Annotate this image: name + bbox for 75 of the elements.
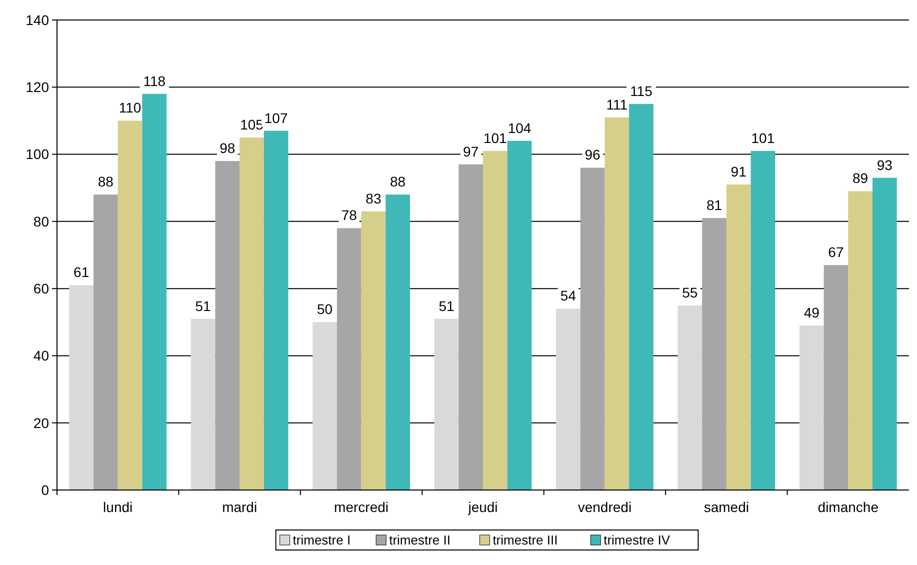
- bar: [312, 322, 337, 490]
- bar: [848, 191, 872, 490]
- data-label: 105: [240, 116, 264, 132]
- data-label: 54: [560, 288, 576, 304]
- bar: [386, 194, 410, 490]
- bar: [580, 168, 605, 490]
- bar: [507, 140, 532, 490]
- data-label: 93: [876, 156, 893, 173]
- data-label: 111: [606, 96, 628, 112]
- y-tick-label: 60: [33, 280, 50, 296]
- bar: [240, 138, 264, 490]
- x-tick-label: jeudi: [467, 499, 498, 515]
- data-label: 101: [751, 130, 775, 146]
- x-tick-label: lundi: [103, 499, 133, 515]
- data-label: 61: [74, 264, 90, 280]
- legend-label: trimestre II: [389, 532, 451, 548]
- bar: [678, 305, 702, 490]
- data-label: 101: [483, 130, 508, 146]
- x-tick-label: samedi: [704, 499, 749, 515]
- y-tick-label: 0: [41, 482, 50, 498]
- bar: [604, 117, 630, 490]
- y-tick-label: 140: [26, 12, 50, 28]
- data-label: 98: [220, 140, 236, 156]
- bar: [872, 178, 897, 490]
- x-tick-label: mercredi: [334, 499, 389, 515]
- data-label: 96: [584, 146, 601, 163]
- bar: [94, 194, 118, 490]
- data-label: 49: [804, 304, 820, 320]
- bar: [434, 318, 459, 490]
- bar: [264, 130, 288, 490]
- x-tick-label: mardi: [222, 499, 258, 515]
- data-label: 55: [682, 284, 698, 300]
- bar: [118, 120, 142, 490]
- bar: [483, 150, 508, 490]
- bar: [726, 184, 751, 490]
- data-label: 51: [438, 298, 454, 314]
- data-label: 67: [828, 244, 844, 260]
- data-label: 81: [706, 197, 722, 214]
- data-label: 110: [118, 100, 142, 116]
- data-label: 50: [316, 301, 333, 318]
- data-label: 89: [852, 170, 868, 186]
- data-label: 115: [630, 82, 653, 99]
- bar: [215, 161, 240, 490]
- bar: [361, 211, 386, 490]
- bar: [629, 104, 654, 490]
- data-label: 51: [195, 298, 212, 314]
- y-tick-label: 100: [26, 146, 50, 162]
- bar: [336, 228, 362, 490]
- bar: [799, 326, 824, 490]
- data-label: 88: [390, 174, 406, 190]
- legend-label: trimestre I: [292, 532, 351, 548]
- legend-label: trimestre IV: [604, 532, 670, 548]
- data-label: 83: [366, 190, 382, 206]
- bar: [458, 164, 483, 490]
- bar: [190, 318, 216, 490]
- bar: [750, 150, 776, 490]
- bar: [702, 218, 726, 490]
- bar: [142, 94, 167, 490]
- y-tick-label: 20: [33, 414, 50, 431]
- data-label: 107: [264, 110, 288, 126]
- x-tick-label: vendredi: [578, 499, 632, 515]
- y-tick-label: 80: [33, 213, 50, 230]
- y-tick-label: 40: [33, 348, 50, 364]
- data-label: 104: [508, 120, 532, 136]
- data-label: 118: [143, 72, 166, 89]
- data-label: 91: [730, 164, 747, 180]
- y-tick-label: 120: [26, 79, 50, 96]
- data-label: 97: [463, 143, 479, 160]
- x-tick-label: dimanche: [818, 499, 879, 515]
- legend-label: trimestre III: [492, 532, 558, 548]
- data-label: 88: [98, 174, 114, 190]
- bar: [824, 265, 848, 490]
- bar: [556, 308, 580, 490]
- data-label: 78: [341, 207, 358, 224]
- bar: [69, 285, 94, 490]
